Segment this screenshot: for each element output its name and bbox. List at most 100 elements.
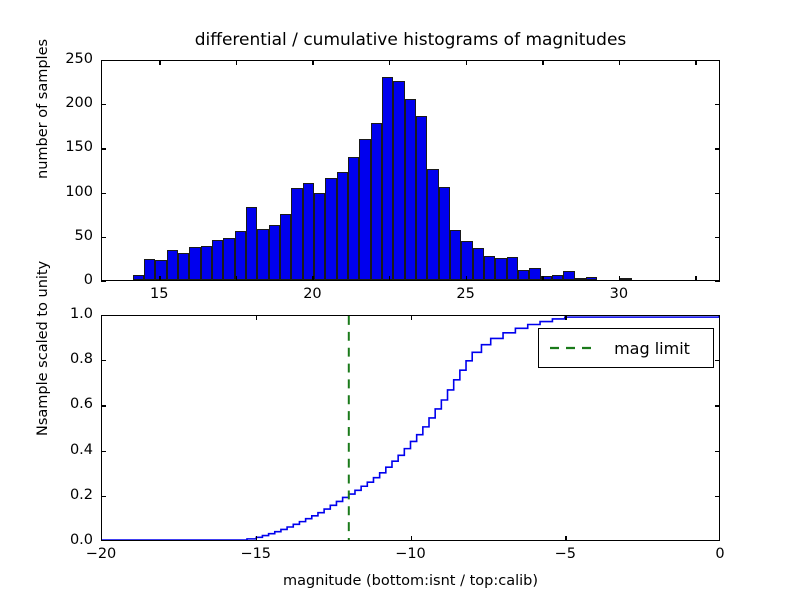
histogram-bar	[427, 168, 439, 280]
histogram-bar	[620, 278, 632, 280]
y-tick	[715, 192, 720, 194]
histogram-bar	[223, 238, 235, 280]
x-tick	[235, 276, 238, 281]
y-tick	[715, 281, 720, 283]
histogram-bar	[438, 187, 451, 280]
x-tick	[159, 276, 161, 281]
x-tick	[542, 276, 544, 281]
x-tick	[565, 315, 567, 320]
y-tick	[715, 405, 720, 407]
legend: mag limit	[538, 328, 714, 368]
x-tick	[465, 60, 467, 65]
x-tick	[565, 536, 567, 541]
y-tick	[101, 104, 106, 106]
x-tick	[410, 536, 412, 541]
histogram-bar	[291, 188, 303, 280]
histogram-bar	[540, 275, 553, 280]
histogram-bar	[246, 206, 258, 280]
bottom-xtick-label: −10	[395, 546, 426, 562]
cumulative-plot-area	[102, 316, 719, 540]
top-ytick-label: 50	[74, 227, 93, 244]
y-tick	[101, 495, 106, 498]
histogram-bar	[518, 270, 530, 280]
y-tick	[101, 315, 106, 317]
histogram-bar	[268, 225, 281, 280]
y-tick	[715, 450, 720, 452]
bottom-ytick-label: 1.0	[69, 306, 93, 322]
bottom-ytick-label: 0.0	[69, 532, 93, 548]
y-tick	[101, 281, 106, 283]
bottom-panel-xlabel: magnitude (bottom:isnt / top:calib)	[282, 573, 538, 589]
x-tick	[255, 536, 258, 541]
histogram-bar	[506, 257, 519, 280]
histogram-bar	[257, 228, 269, 280]
histogram-bar	[302, 182, 315, 280]
y-tick	[715, 236, 720, 239]
y-tick	[101, 60, 106, 62]
x-tick	[101, 315, 103, 320]
histogram-bar	[189, 247, 201, 280]
top-xtick-label: 30	[609, 286, 629, 302]
top-panel-axes	[101, 60, 720, 281]
y-tick	[715, 539, 720, 541]
histogram-bar	[143, 258, 156, 280]
histogram-bar	[155, 259, 167, 280]
histogram-bar	[450, 229, 462, 280]
x-tick	[101, 536, 103, 541]
top-xtick-label: 25	[456, 286, 475, 302]
x-tick	[159, 60, 161, 65]
histogram-bar	[325, 178, 337, 280]
bottom-xtick-label: 0	[715, 546, 725, 562]
top-ytick-label: 0	[83, 272, 93, 288]
bottom-ytick-label: 0.2	[69, 486, 93, 503]
histogram-bar	[359, 138, 371, 280]
bottom-ytick-label: 0.6	[69, 396, 93, 413]
top-xtick-label: 15	[149, 286, 169, 302]
bottom-ytick-label: 0.4	[69, 441, 93, 458]
top-ytick-label: 200	[65, 95, 93, 112]
y-tick	[715, 104, 720, 106]
bottom-xtick-label: −20	[85, 546, 117, 562]
x-tick	[255, 315, 258, 320]
x-tick	[718, 536, 720, 541]
histogram-bar	[484, 256, 496, 280]
x-tick	[312, 60, 314, 65]
cumulative-curve	[102, 316, 719, 540]
y-tick	[715, 148, 720, 150]
histogram-bar	[495, 257, 507, 280]
page-title: differential / cumulative histograms of …	[194, 30, 627, 50]
top-xtick-label: 20	[303, 286, 322, 302]
x-tick	[465, 276, 467, 281]
y-tick	[715, 315, 720, 317]
histogram-bar	[212, 240, 224, 280]
histogram-bar	[552, 274, 564, 280]
y-tick	[715, 495, 720, 498]
y-tick	[101, 539, 106, 541]
histogram-bar	[234, 231, 246, 280]
x-tick	[695, 276, 697, 281]
x-tick	[235, 60, 238, 65]
top-ytick-label: 250	[65, 51, 93, 67]
x-tick	[618, 276, 621, 281]
y-tick	[101, 405, 106, 407]
histogram-bar	[472, 248, 485, 280]
top-ytick-label: 150	[65, 139, 93, 156]
histogram-bar	[177, 253, 190, 280]
x-tick	[542, 60, 544, 65]
bottom-ytick-label: 0.8	[69, 351, 93, 368]
x-tick	[389, 60, 391, 65]
histogram-bar	[370, 122, 383, 280]
histogram-bar	[336, 172, 349, 280]
x-tick	[389, 276, 391, 281]
histogram-bar	[132, 274, 144, 280]
histogram-bar	[382, 76, 394, 280]
histogram-bar	[574, 278, 587, 280]
x-tick	[695, 60, 697, 65]
y-tick	[101, 192, 106, 194]
histogram-bar	[586, 277, 598, 280]
histogram-bar	[348, 157, 360, 280]
bottom-xtick-label: −15	[240, 546, 272, 562]
x-tick	[312, 276, 314, 281]
mag-limit-legend-swatch	[550, 346, 592, 350]
